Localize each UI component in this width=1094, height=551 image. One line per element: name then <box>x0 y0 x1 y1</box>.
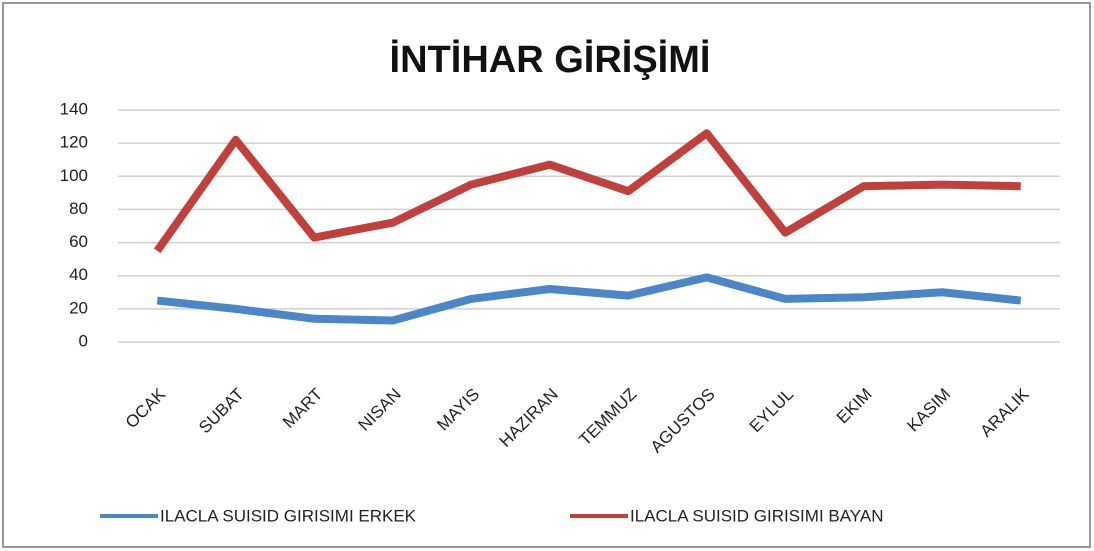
y-tick-label: 60 <box>69 232 88 251</box>
y-tick-label: 120 <box>60 133 88 152</box>
chart-title: İNTİHAR GİRİŞİMİ <box>390 39 711 81</box>
y-tick-label: 140 <box>60 99 88 118</box>
y-tick-label: 80 <box>69 199 88 218</box>
legend-label: ILACLA SUISID GIRISIMI ERKEK <box>160 506 417 525</box>
y-tick-label: 20 <box>69 298 88 317</box>
data-line <box>156 273 1022 325</box>
y-tick-label: 40 <box>69 265 88 284</box>
y-tick-label: 0 <box>79 331 88 350</box>
data-line <box>153 129 1021 254</box>
legend-label: ILACLA SUISID GIRISIMI BAYAN <box>630 506 884 525</box>
y-tick-label: 100 <box>60 166 88 185</box>
